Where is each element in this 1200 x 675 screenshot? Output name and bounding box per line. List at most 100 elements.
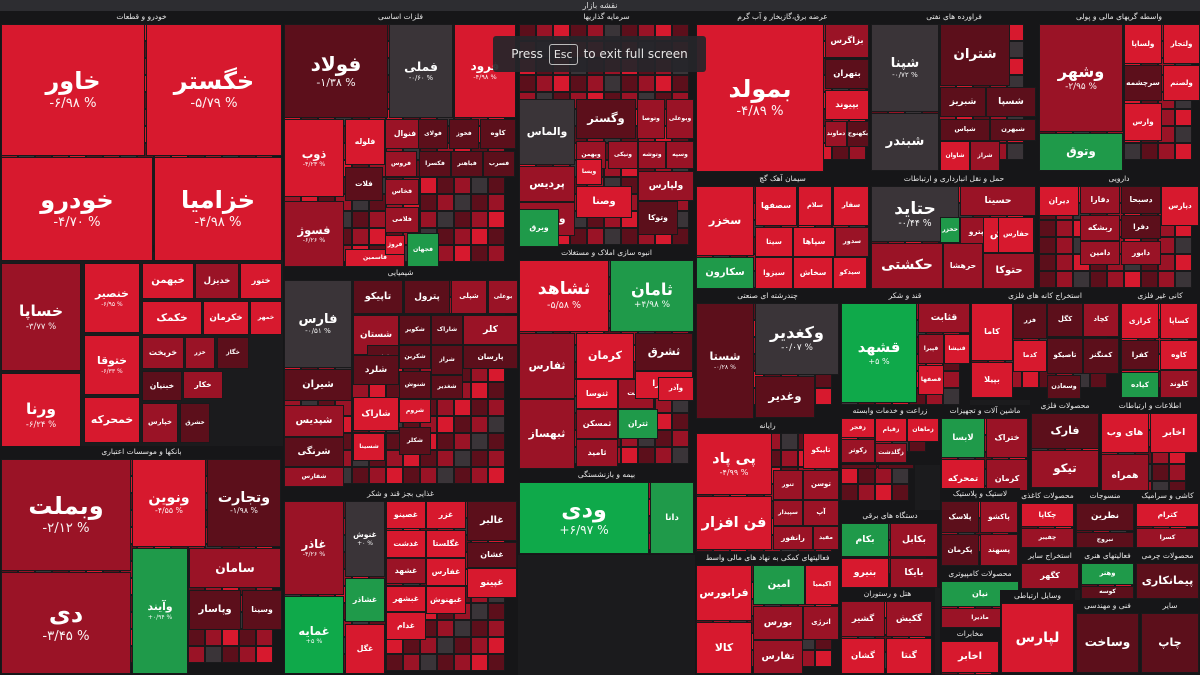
stock-tile[interactable]: حسینا	[960, 186, 1036, 216]
stock-tile[interactable]: کدما	[1013, 340, 1047, 372]
stock-tile[interactable]: شغدیر	[431, 375, 463, 399]
stock-tile[interactable]: تاپیکو	[803, 433, 839, 469]
stock-tile[interactable]: ثنوسا	[576, 379, 618, 409]
stock-tile[interactable]: وسعادن	[1047, 375, 1081, 399]
stock-tile[interactable]: قثابت	[918, 303, 970, 333]
stock-tile[interactable]: گشیر	[841, 601, 885, 637]
stock-tile[interactable]: دفرا	[1121, 215, 1161, 239]
stock-tile[interactable]: ولتجار	[1163, 24, 1200, 64]
stock-tile[interactable]: ثتران	[618, 409, 658, 439]
stock-tile[interactable]: خنصیر -۶/۹۵ %	[84, 263, 140, 333]
stock-tile[interactable]: زماهان	[907, 418, 939, 442]
stock-tile[interactable]: های وب	[1101, 413, 1149, 453]
stock-tile[interactable]: غدشت	[386, 530, 426, 558]
stock-tile[interactable]: بپیوند	[825, 90, 869, 120]
stock-tile[interactable]: شلرد	[353, 355, 399, 385]
stock-tile[interactable]: غمایه +۵ %	[284, 596, 344, 674]
stock-tile[interactable]: خاور -۶/۹۸ %	[1, 24, 145, 156]
stock-tile[interactable]: بپیلا	[971, 362, 1013, 398]
stock-tile[interactable]: ختوقا -۶/۳۳ %	[84, 335, 140, 395]
stock-tile[interactable]: خزر	[185, 337, 215, 369]
stock-tile[interactable]: خکار	[183, 371, 223, 399]
stock-tile[interactable]: غفارس	[426, 558, 466, 586]
stock-tile[interactable]: غشهد	[386, 558, 426, 584]
stock-tile[interactable]: فارس -۰/۵۱ %	[284, 280, 352, 368]
stock-tile[interactable]: کمنگنز	[1083, 338, 1119, 374]
stock-tile[interactable]: فجهان	[407, 233, 439, 267]
stock-tile[interactable]: وهنر	[1081, 563, 1134, 585]
stock-tile[interactable]: فملی -۰/۶۰ %	[389, 24, 453, 118]
stock-tile[interactable]: ذوب -۴/۲۳ %	[284, 119, 344, 197]
stock-tile[interactable]: شپلی	[451, 280, 487, 314]
stock-tile[interactable]: بکهنوج	[847, 121, 869, 147]
stock-tile[interactable]: شبریز	[940, 87, 986, 117]
stock-tile[interactable]: سکارون	[696, 257, 754, 289]
stock-tile[interactable]: کساپا	[1160, 303, 1198, 339]
stock-tile[interactable]: شپاس	[940, 119, 990, 141]
stock-tile[interactable]: ربشکه	[1080, 215, 1120, 241]
stock-tile[interactable]: کگهر	[1021, 563, 1079, 589]
stock-tile[interactable]: ختراک	[986, 418, 1028, 458]
stock-tile[interactable]: دانا	[650, 482, 694, 554]
stock-tile[interactable]: سخاش	[793, 257, 833, 289]
stock-tile[interactable]: غزر	[426, 501, 466, 529]
stock-tile[interactable]: کاوه	[480, 119, 516, 149]
stock-tile[interactable]: ولصنم	[1163, 65, 1200, 101]
stock-tile[interactable]: غگلستا	[426, 530, 466, 558]
stock-tile[interactable]: خمحرکه	[84, 397, 140, 443]
stock-tile[interactable]: سلام	[798, 186, 832, 226]
stock-tile[interactable]: بتهران	[825, 59, 869, 89]
stock-tile[interactable]: خپارس	[142, 403, 178, 443]
stock-tile[interactable]: وتوشه	[638, 141, 666, 169]
stock-tile[interactable]: شاوان	[940, 141, 970, 171]
stock-tile[interactable]: ثامان +۴/۹۸ %	[610, 260, 694, 332]
stock-tile[interactable]: کترام	[1136, 503, 1199, 527]
stock-tile[interactable]: دسبحا	[1121, 186, 1161, 214]
stock-tile[interactable]: بورس	[753, 606, 803, 640]
stock-tile[interactable]: شبندر	[871, 113, 939, 171]
stock-tile[interactable]: کاما	[971, 303, 1013, 361]
stock-tile[interactable]: غبهنوش	[426, 586, 466, 614]
stock-tile[interactable]: شروم	[399, 399, 431, 423]
stock-tile[interactable]: فولای	[418, 119, 448, 149]
stock-tile[interactable]: بکام	[841, 523, 889, 557]
stock-tile[interactable]: سدور	[835, 227, 869, 257]
stock-tile[interactable]: بزاگرس	[825, 24, 869, 58]
stock-tile[interactable]: کچاد	[1083, 303, 1119, 337]
stock-tile[interactable]: قپیرا	[918, 334, 944, 364]
stock-tile[interactable]: پترول	[404, 280, 450, 314]
stock-tile[interactable]: غشان	[467, 542, 517, 568]
stock-tile[interactable]: پکرمان	[941, 534, 979, 566]
stock-tile[interactable]: وتوصا	[637, 99, 665, 139]
stock-tile[interactable]: مفید	[813, 526, 839, 550]
stock-tile[interactable]: کسرا	[1136, 528, 1199, 548]
stock-tile[interactable]: کرمان	[576, 333, 634, 379]
stock-tile[interactable]: شپنا -۰/۷۲ %	[871, 24, 939, 112]
stock-tile[interactable]: وساخت	[1076, 613, 1139, 673]
stock-tile[interactable]: وتوکا	[638, 201, 678, 235]
stock-tile[interactable]: غصینو	[386, 501, 426, 529]
stock-tile[interactable]: شتران	[940, 24, 1010, 86]
stock-tile[interactable]: فروژ	[385, 235, 405, 255]
stock-tile[interactable]: دابور	[1121, 241, 1161, 265]
stock-tile[interactable]: خشرق	[180, 403, 210, 443]
stock-tile[interactable]: حتوکا	[983, 253, 1035, 289]
stock-tile[interactable]: ونیکی	[608, 141, 638, 169]
stock-tile[interactable]: شراز	[431, 345, 463, 375]
stock-tile[interactable]: پاکشو	[980, 501, 1018, 533]
stock-tile[interactable]: تیکو	[1031, 450, 1099, 488]
stock-tile[interactable]: وآذر	[658, 377, 694, 401]
stock-tile[interactable]: وبملت -۲/۱۲ %	[1, 459, 131, 571]
stock-tile[interactable]: دی -۳/۴۵ %	[1, 572, 131, 674]
stock-tile[interactable]: ورنا -۶/۲۴ %	[1, 373, 81, 457]
stock-tile[interactable]: اخابر	[1150, 413, 1198, 453]
stock-tile[interactable]: سیتا	[755, 227, 793, 257]
stock-tile[interactable]: دیران	[1039, 186, 1079, 216]
stock-tile[interactable]: غبشهر	[386, 586, 426, 612]
stock-tile[interactable]: خکرمان	[203, 301, 249, 335]
stock-tile[interactable]: قنیشا	[944, 334, 970, 364]
stock-tile[interactable]: وشهر -۲/۹۵ %	[1039, 24, 1123, 132]
stock-tile[interactable]: حرهشا	[943, 243, 983, 289]
stock-tile[interactable]: غپینو	[467, 568, 517, 598]
stock-tile[interactable]: شکربن	[399, 345, 431, 369]
